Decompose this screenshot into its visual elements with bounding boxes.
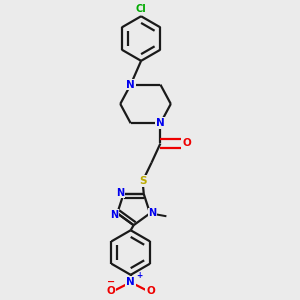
Text: −: − [107,277,115,287]
Text: N: N [126,80,135,90]
Text: Cl: Cl [136,4,146,14]
Text: N: N [148,208,157,218]
Text: O: O [106,286,115,296]
Text: +: + [136,271,142,280]
Text: O: O [183,139,191,148]
Text: N: N [116,188,124,197]
Text: O: O [146,286,155,296]
Text: N: N [110,210,118,220]
Text: N: N [126,277,135,287]
Text: S: S [139,176,146,186]
Text: N: N [156,118,165,128]
